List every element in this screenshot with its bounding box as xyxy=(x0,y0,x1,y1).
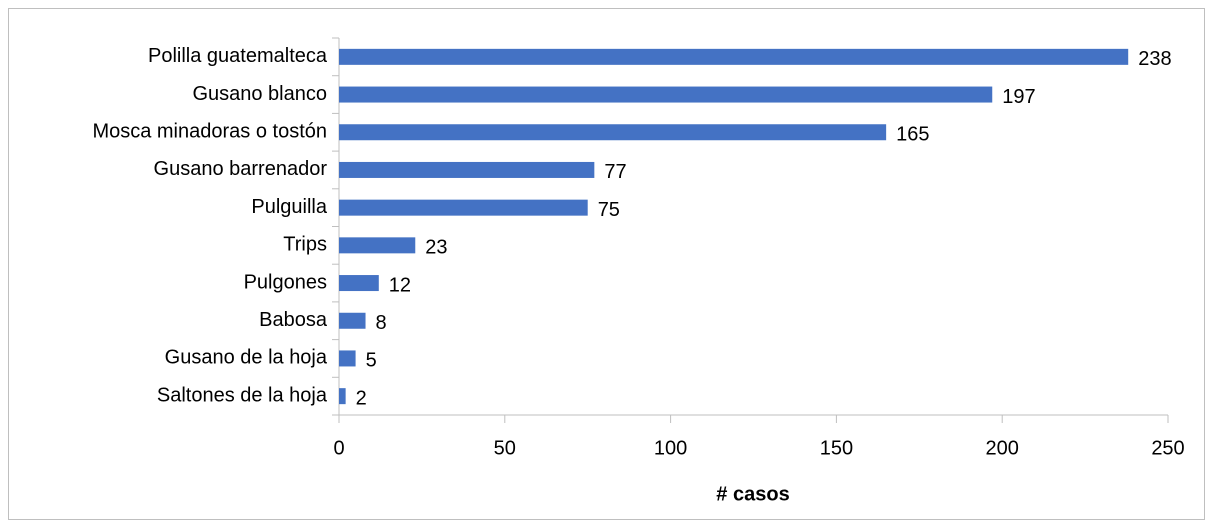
bar xyxy=(339,388,346,405)
x-tick-label: 0 xyxy=(333,437,344,459)
bar xyxy=(339,124,887,141)
bar xyxy=(339,312,366,329)
value-label: 8 xyxy=(376,312,387,334)
y-tick-label: Polilla guatemalteca xyxy=(148,45,328,67)
x-tick-label: 250 xyxy=(1151,437,1184,459)
bar xyxy=(339,237,416,254)
value-label: 75 xyxy=(598,199,620,221)
y-tick-label: Gusano blanco xyxy=(192,83,327,105)
y-tick-label: Pulguilla xyxy=(251,196,327,218)
y-tick-label: Mosca minadoras o tostón xyxy=(92,121,327,143)
y-tick-label: Gusano barrenador xyxy=(154,158,328,180)
value-label: 197 xyxy=(1002,86,1035,108)
bar xyxy=(339,275,379,292)
bar xyxy=(339,350,356,367)
value-label: 165 xyxy=(896,124,929,146)
bar xyxy=(339,161,595,178)
value-label: 5 xyxy=(366,350,377,372)
bar xyxy=(339,86,993,103)
x-tick-label: 50 xyxy=(494,437,516,459)
value-label: 23 xyxy=(425,237,447,259)
y-tick-label: Gusano de la hoja xyxy=(165,347,328,369)
x-axis-label: # casos xyxy=(716,483,789,505)
y-tick-label: Trips xyxy=(283,234,327,256)
value-label: 2 xyxy=(356,387,367,409)
bar xyxy=(339,48,1129,65)
value-label: 77 xyxy=(604,161,626,183)
value-label: 12 xyxy=(389,274,411,296)
y-tick-label: Pulgones xyxy=(244,271,327,293)
x-tick-label: 200 xyxy=(986,437,1019,459)
y-tick-label: Babosa xyxy=(259,309,328,331)
x-tick-label: 150 xyxy=(820,437,853,459)
value-label: 238 xyxy=(1138,48,1171,70)
y-tick-label: Saltones de la hoja xyxy=(157,384,328,406)
bar xyxy=(339,199,588,216)
x-tick-label: 100 xyxy=(654,437,687,459)
